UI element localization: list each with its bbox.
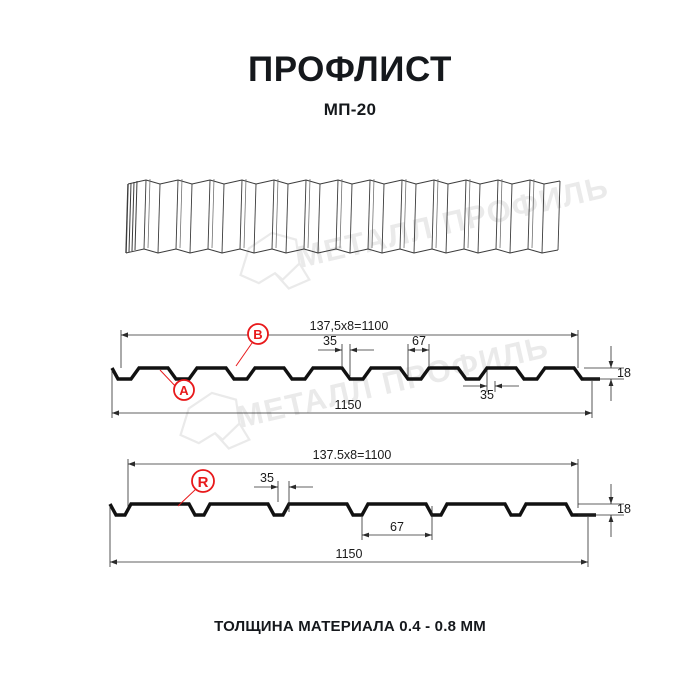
marker-a: A <box>159 369 195 401</box>
section-top-profile <box>110 366 600 381</box>
section-bottom-rib-dimension: 35 <box>260 471 274 485</box>
section-bottom-valley-dimension: 67 <box>390 520 404 534</box>
watermark-text: МЕТАЛЛ ПРОФИЛЬ <box>234 329 553 435</box>
section-top-height-dimension: 18 <box>617 366 631 380</box>
section-top-rib-bottom-dimension: 35 <box>480 388 494 402</box>
section-bottom-width-dimension: 137.5x8=1100 <box>313 448 392 462</box>
section-top-rib-dimension: 35 <box>323 334 337 348</box>
section-top-valley-dimension: 67 <box>412 334 426 348</box>
marker-r: R <box>177 469 215 507</box>
marker-b-label: B <box>253 327 262 342</box>
section-top-group: 137,5x8=1100 18 35 <box>110 319 631 418</box>
section-top-total-dimension: 1150 <box>335 398 362 412</box>
material-thickness-note: ТОЛЩИНА МАТЕРИАЛА 0.4 - 0.8 ММ <box>214 618 486 635</box>
marker-r-label: R <box>198 474 209 491</box>
marker-a-label: A <box>179 383 189 398</box>
section-bottom-group: 137.5x8=1100 18 35 <box>108 448 631 567</box>
watermark-middle: МЕТАЛЛ ПРОФИЛЬ <box>179 329 553 450</box>
marker-b: B <box>235 323 269 367</box>
section-bottom-height-dimension: 18 <box>617 502 631 516</box>
section-bottom-profile <box>108 502 596 517</box>
isometric-sheet-view <box>125 178 561 254</box>
section-bottom-total-dimension: 1150 <box>336 547 363 561</box>
section-top-width-dimension: 137,5x8=1100 <box>310 319 389 333</box>
watermark-top: МЕТАЛЛ ПРОФИЛЬ <box>239 169 612 290</box>
